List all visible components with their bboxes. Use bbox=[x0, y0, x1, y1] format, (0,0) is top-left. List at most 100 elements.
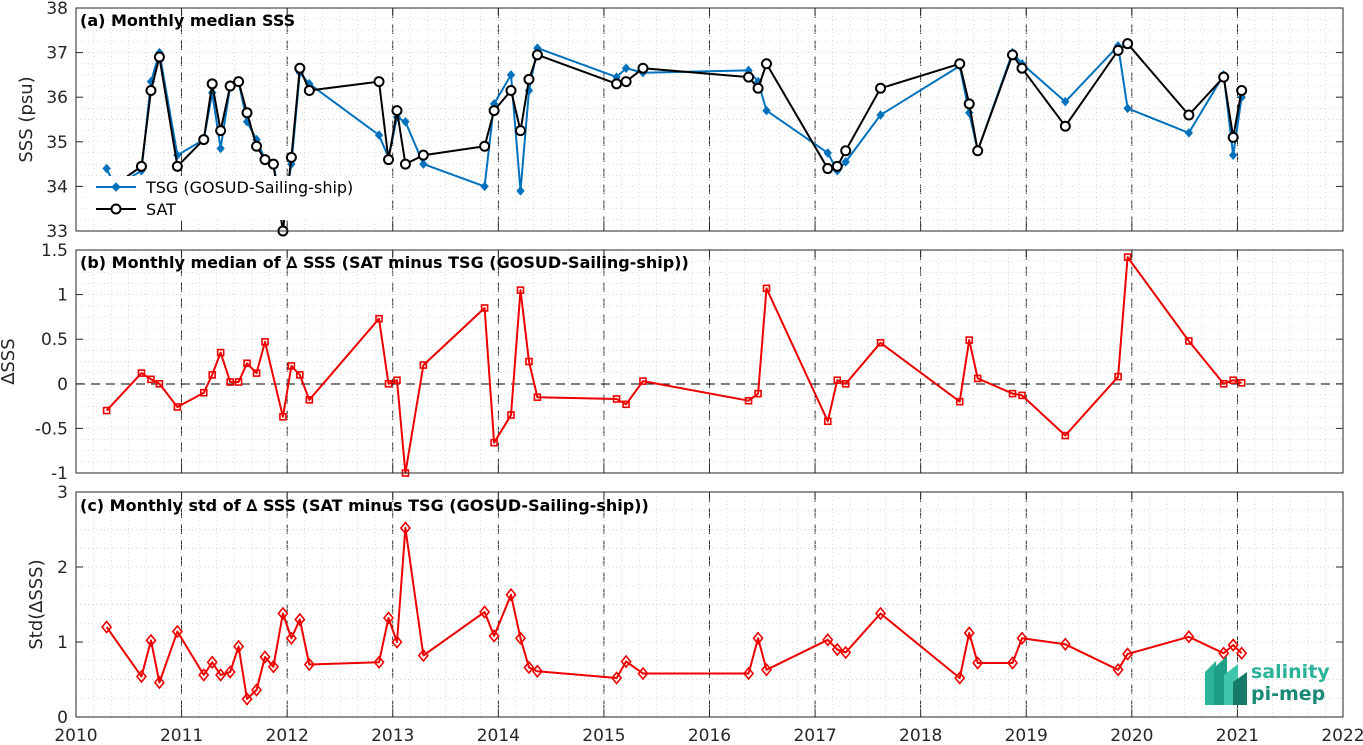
data-point bbox=[533, 393, 542, 401]
data-point bbox=[516, 286, 525, 294]
data-point bbox=[954, 671, 966, 685]
data-point bbox=[490, 438, 498, 447]
data-point bbox=[1183, 109, 1195, 121]
data-point bbox=[531, 49, 543, 61]
data-point bbox=[505, 587, 517, 602]
x-tick-label: 2015 bbox=[582, 726, 625, 745]
data-point bbox=[762, 105, 771, 116]
data-point bbox=[224, 665, 236, 679]
y-tick-label: -1 bbox=[51, 464, 68, 484]
panel-b-title: (b) Monthly median of ∆ SSS (SAT minus T… bbox=[80, 253, 689, 272]
data-point bbox=[1112, 662, 1124, 677]
data-point bbox=[752, 631, 764, 646]
data-point bbox=[1059, 637, 1071, 652]
data-point bbox=[243, 359, 251, 368]
y-tick-label: 0.5 bbox=[41, 330, 68, 350]
data-point bbox=[216, 348, 225, 357]
y-tick-label: 38 bbox=[46, 0, 68, 19]
data-point bbox=[621, 63, 631, 73]
data-point bbox=[417, 648, 429, 663]
data-point bbox=[744, 396, 753, 405]
data-point bbox=[1061, 96, 1070, 107]
data-point bbox=[1227, 131, 1239, 143]
data-point bbox=[384, 379, 393, 388]
data-point bbox=[135, 160, 147, 172]
data-point bbox=[507, 411, 515, 419]
y-tick-label: 2 bbox=[57, 558, 68, 578]
data-point bbox=[285, 151, 297, 163]
data-point bbox=[102, 163, 111, 174]
data-point bbox=[514, 631, 527, 646]
legend-box bbox=[86, 176, 382, 220]
y-tick-label: 1.5 bbox=[41, 241, 68, 261]
data-point bbox=[145, 633, 157, 648]
data-point bbox=[383, 154, 395, 166]
y-tick-label: -0.5 bbox=[35, 419, 68, 439]
data-point bbox=[417, 149, 429, 161]
data-point bbox=[1183, 629, 1195, 644]
data-point bbox=[480, 181, 489, 192]
data-point bbox=[215, 668, 227, 682]
data-point bbox=[516, 186, 525, 196]
data-point bbox=[505, 85, 517, 97]
x-tick-label: 2020 bbox=[1110, 726, 1153, 745]
data-point bbox=[171, 624, 183, 639]
data-point bbox=[101, 620, 113, 634]
x-tick-label: 2014 bbox=[477, 726, 520, 745]
data-point bbox=[823, 417, 832, 426]
x-tick-label: 2016 bbox=[688, 726, 731, 745]
panel-b-ylabel: ∆SSS bbox=[0, 338, 19, 385]
data-point bbox=[488, 629, 500, 643]
data-point bbox=[155, 379, 164, 388]
data-point bbox=[972, 145, 984, 157]
data-point bbox=[1122, 647, 1134, 661]
data-point bbox=[1229, 376, 1237, 385]
data-point bbox=[841, 379, 850, 388]
data-point bbox=[153, 675, 165, 690]
data-point bbox=[1061, 431, 1070, 440]
data-point bbox=[875, 606, 887, 621]
x-tick-label: 2018 bbox=[899, 726, 942, 745]
data-point bbox=[252, 369, 261, 377]
data-point bbox=[955, 397, 964, 406]
x-axis-tick-labels: 2010 2011 2012 2013 2014 2015 2016 2017 2018 2019… bbox=[54, 726, 1363, 745]
data-point bbox=[620, 654, 632, 669]
data-point bbox=[620, 76, 632, 88]
data-point bbox=[241, 107, 253, 119]
data-point bbox=[399, 158, 411, 170]
data-point bbox=[391, 635, 403, 649]
data-point bbox=[1123, 103, 1132, 114]
y-tick-label: 34 bbox=[46, 177, 68, 197]
data-point bbox=[1059, 120, 1071, 132]
data-point bbox=[206, 78, 218, 90]
data-point bbox=[488, 105, 500, 117]
data-point bbox=[145, 85, 157, 97]
data-point bbox=[523, 660, 535, 675]
panel-a-monthly-median-sss: 33 34 35 36 37 38 (a) Monthly median SSS SSS … bbox=[16, 0, 1344, 242]
data-point bbox=[1114, 372, 1122, 381]
data-point bbox=[234, 378, 243, 386]
data-point bbox=[399, 521, 411, 535]
data-point bbox=[153, 51, 165, 63]
data-point bbox=[1018, 391, 1026, 400]
legend-tsg-label: TSG (GOSUD-Sailing-ship) bbox=[145, 178, 353, 197]
logo-text-pi-mep: pi-mep bbox=[1251, 683, 1325, 705]
data-point bbox=[965, 336, 974, 344]
series-line bbox=[105, 527, 1243, 700]
data-point bbox=[287, 362, 296, 370]
legend: TSG (GOSUD-Sailing-ship) SAT bbox=[86, 176, 382, 220]
salinity-pi-mep-logo: salinity pi-mep bbox=[1205, 656, 1330, 705]
data-point bbox=[840, 645, 852, 660]
logo-text-salinity: salinity bbox=[1251, 661, 1330, 683]
data-point bbox=[171, 160, 183, 172]
data-point bbox=[233, 76, 245, 88]
data-point bbox=[1237, 379, 1246, 387]
legend-sat-marker bbox=[110, 203, 122, 215]
data-point bbox=[954, 58, 966, 70]
data-point bbox=[822, 163, 834, 175]
data-point bbox=[303, 657, 315, 672]
data-point bbox=[876, 338, 885, 347]
data-point bbox=[531, 664, 543, 679]
data-point bbox=[251, 683, 263, 697]
